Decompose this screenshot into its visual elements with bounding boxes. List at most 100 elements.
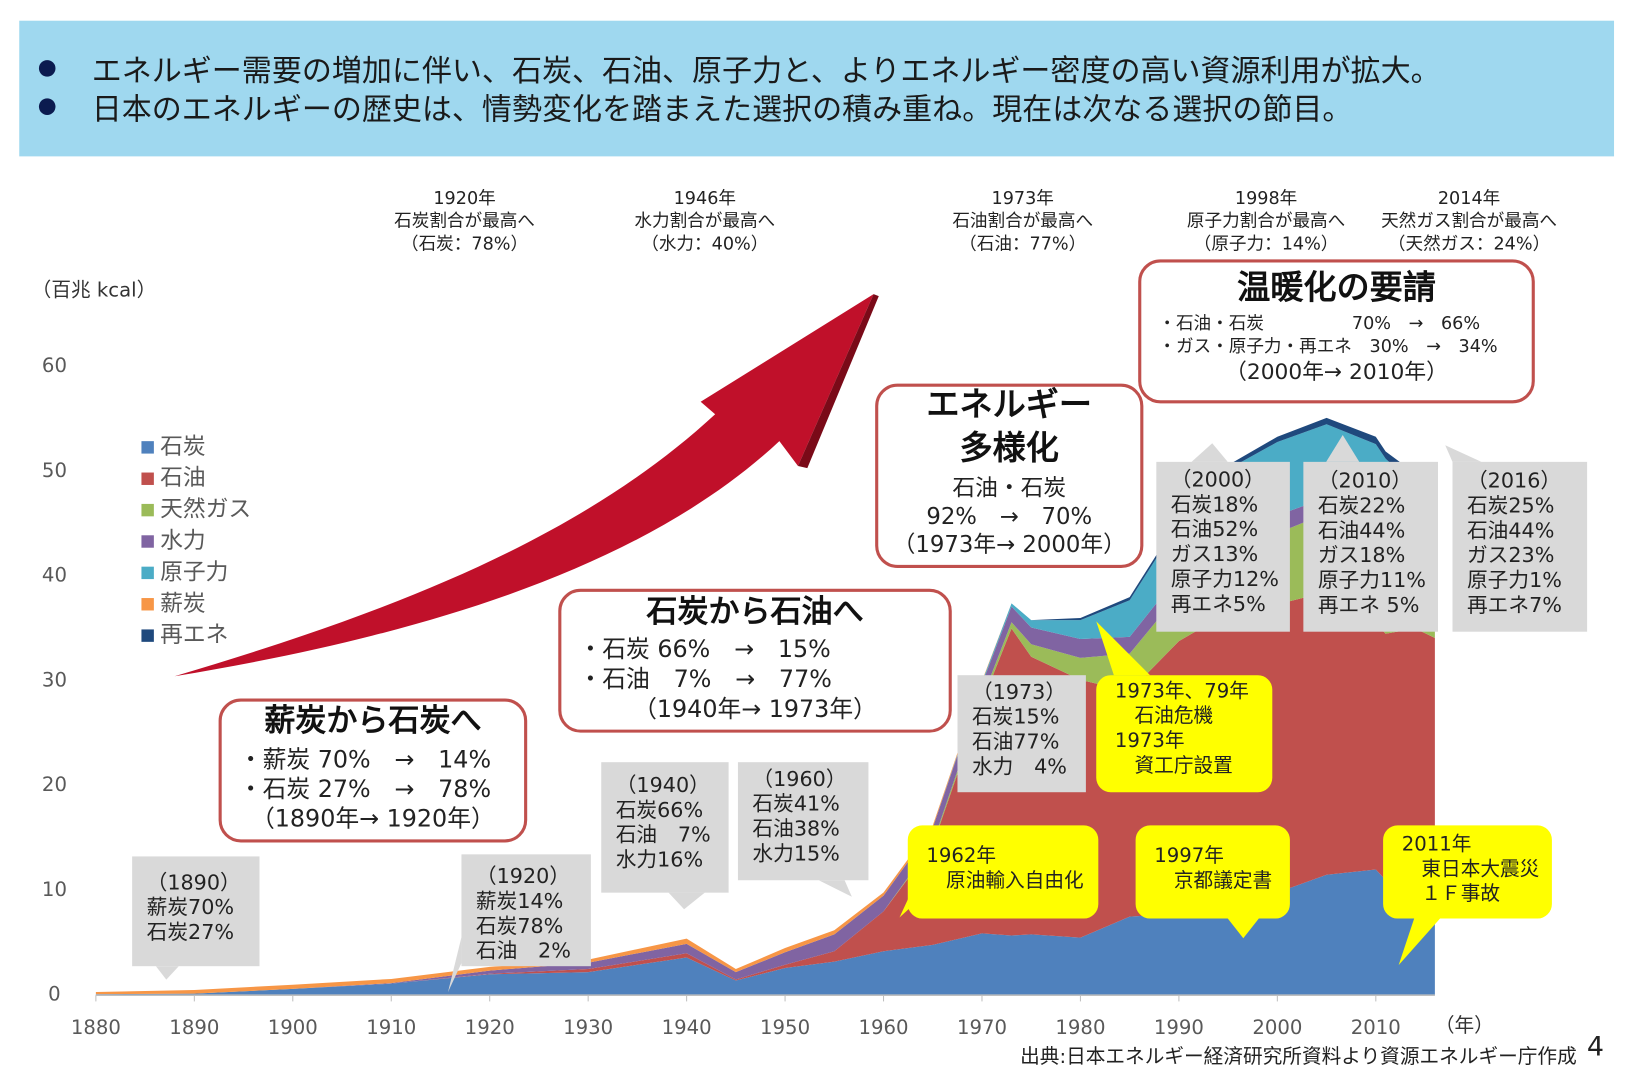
topic-line: 92% → 70% [926, 504, 1092, 530]
source: 出典:日本エネルギー経済研究所資料より資源エネルギー庁作成 [1020, 1045, 1577, 1068]
y-tick-label: 30 [42, 668, 67, 691]
topic-box [875, 383, 1144, 569]
topic-line: ・ガス・原子力・再エネ 30% → 34% [1158, 337, 1497, 357]
legend-label: 原子力 [160, 559, 228, 585]
note-text: 石油 7% [616, 823, 711, 847]
note-box [132, 856, 260, 967]
legend-label: 薪炭 [160, 591, 206, 617]
milestone-text: 1920年 [433, 189, 495, 209]
note-pointer [1227, 918, 1259, 939]
note-text: 石油44% [1318, 518, 1405, 542]
note-box [601, 762, 729, 893]
x-tick-label: 1930 [563, 1016, 613, 1039]
note-pointer [155, 966, 179, 980]
x-tick-label: 2000 [1252, 1016, 1302, 1039]
x-tick-label: 1950 [760, 1016, 810, 1039]
note-box [957, 675, 1086, 793]
note-pointer [1191, 443, 1228, 462]
area [95, 864, 1435, 996]
area [95, 424, 1435, 995]
milestone-text: 1973年 [992, 189, 1054, 209]
note-text: ガス18% [1318, 543, 1405, 567]
bullet [38, 60, 56, 77]
note-text: （2016） [1467, 469, 1561, 493]
note-text: （1940） [616, 773, 710, 797]
area [95, 502, 1435, 995]
note-text: 1973年 [1115, 729, 1185, 752]
topic-line: （1940年→ 1973年） [633, 695, 877, 723]
note-box [1096, 675, 1273, 793]
note-box [737, 762, 869, 881]
milestone-text: 石炭割合が最高へ [394, 212, 535, 232]
note-text: 再エネ5% [1171, 592, 1266, 616]
legend-swatch [141, 598, 154, 611]
note-text: （1890） [147, 870, 241, 894]
x-tick-label: 1910 [366, 1016, 416, 1039]
legend-swatch [141, 441, 154, 454]
note-box [1303, 461, 1438, 632]
note-text: 原油輸入自由化 [926, 869, 1083, 892]
note-box [1452, 461, 1588, 632]
note-box [461, 854, 591, 967]
milestone-text: （天然ガス：24%） [1388, 234, 1550, 254]
note-pointer [447, 937, 462, 993]
legend-label: 水力 [160, 528, 206, 554]
note-text: 石炭22% [1318, 493, 1405, 517]
y-tick-label: 10 [42, 878, 67, 901]
note-text: 薪炭14% [476, 889, 563, 913]
note-text: 石炭27% [147, 920, 234, 944]
note-text: 石炭25% [1467, 493, 1554, 517]
topic-line: ・石炭 66% → 15% [578, 635, 830, 663]
topic-line: ・石油 7% → 77% [578, 665, 831, 693]
legend-swatch [141, 629, 154, 642]
note-pointer [1326, 434, 1360, 462]
x-tick-label: 1880 [71, 1016, 121, 1039]
page-number: 4 [1587, 1032, 1604, 1063]
note-text: 1962年 [926, 844, 996, 867]
note-text: （1973） [972, 680, 1066, 704]
note-text: 石炭78% [476, 914, 563, 938]
milestone-text: （原子力：14%） [1194, 234, 1339, 254]
x-tick-label: 1990 [1154, 1016, 1204, 1039]
topic-title: 薪炭から石炭へ [264, 703, 481, 739]
legend-label: 石炭 [160, 434, 206, 460]
note-text: 薪炭70% [147, 895, 234, 919]
note-text: 原子力1% [1467, 568, 1562, 592]
milestone-text: 石油割合が最高へ [952, 212, 1093, 232]
milestone-text: 1998年 [1235, 189, 1297, 209]
topic-line: ・石油・石炭 70% → 66% [1158, 314, 1480, 334]
topic-line: 石油・石炭 [952, 475, 1066, 501]
note-box [1135, 825, 1290, 919]
header-bullet: 日本のエネルギーの歴史は、情勢変化を踏まえた選択の積み重ね。現在は次なる選択の節… [92, 92, 1353, 127]
legend-label: 天然ガス [160, 497, 251, 523]
topic-line: （2000年→ 2010年） [1225, 360, 1448, 385]
y-tick-label: 20 [42, 773, 67, 796]
note-text: 石炭66% [616, 798, 703, 822]
note-box [1383, 825, 1552, 919]
note-pointer [818, 880, 852, 897]
topic-line: ・薪炭 70% → 14% [239, 746, 491, 774]
milestone-text: （水力：40%） [641, 234, 768, 254]
milestone-text: 天然ガス割合が最高へ [1381, 212, 1557, 232]
note-text: （2000） [1171, 468, 1265, 492]
note-text: 石炭15% [972, 705, 1059, 729]
note-text: 石油52% [1171, 517, 1258, 541]
note-text: 2011年 [1402, 833, 1472, 856]
note-box [907, 825, 1099, 919]
note-text: ガス23% [1467, 543, 1554, 567]
legend-swatch [141, 566, 154, 580]
legend-swatch [141, 535, 154, 548]
x-tick-label: 1900 [268, 1016, 318, 1039]
x-tick-label: 2010 [1351, 1016, 1401, 1039]
note-text: 原子力12% [1171, 567, 1279, 591]
milestone-text: 2014年 [1438, 189, 1500, 209]
x-tick-label: 1980 [1055, 1016, 1105, 1039]
growth-arrow-side [798, 294, 879, 469]
note-text: 石油 2% [476, 939, 571, 963]
x-tick-label: 1960 [859, 1016, 909, 1039]
note-text: 再エネ 5% [1318, 593, 1420, 617]
topic-line: ・石炭 27% → 78% [239, 775, 491, 803]
note-text: 石油危機 [1115, 704, 1213, 727]
note-text: ガス13% [1171, 542, 1258, 566]
